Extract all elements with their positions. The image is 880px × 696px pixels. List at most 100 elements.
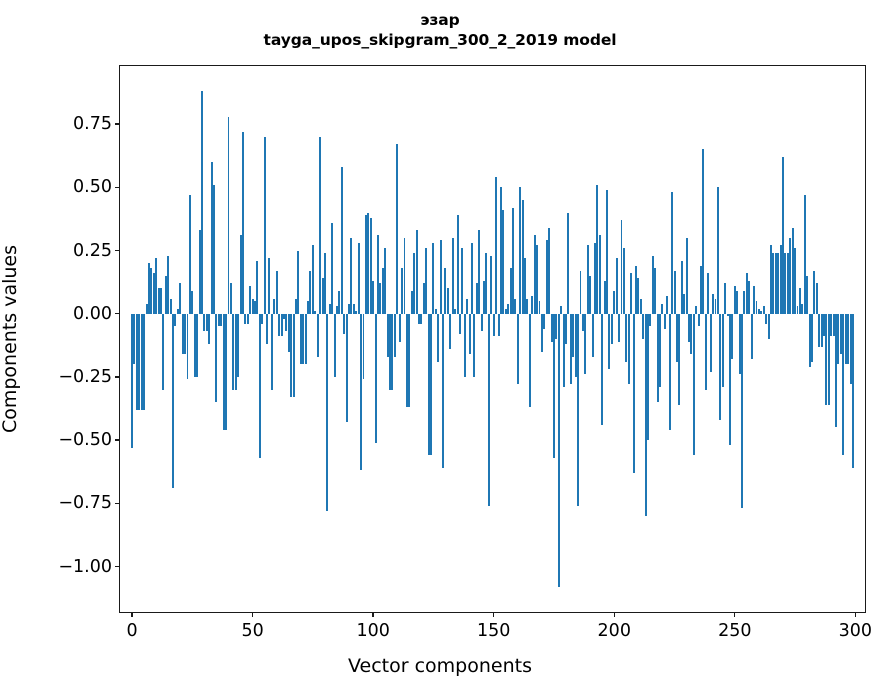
y-tick-mark [115, 123, 120, 125]
bar [319, 136, 322, 314]
bar [593, 242, 596, 314]
bar [483, 280, 486, 314]
bar [408, 313, 411, 408]
bar [393, 313, 396, 357]
bar [196, 313, 199, 377]
bar [569, 313, 572, 385]
bar [808, 313, 811, 367]
bar [803, 194, 806, 314]
bar [131, 313, 134, 448]
bar [632, 313, 635, 473]
bar [241, 131, 244, 314]
bar [743, 290, 746, 314]
bar [280, 313, 283, 337]
bar [543, 313, 546, 329]
bar [376, 235, 379, 314]
bar [227, 116, 230, 314]
bar [222, 313, 225, 430]
bar [299, 313, 302, 365]
bar [138, 313, 141, 410]
bar [581, 313, 584, 332]
bar [266, 313, 269, 345]
bar [270, 313, 273, 390]
bar [538, 301, 541, 314]
bar [818, 313, 821, 347]
bar [246, 313, 249, 324]
bar [772, 253, 775, 314]
bar [432, 242, 435, 314]
bar [519, 187, 522, 314]
bar [434, 308, 437, 314]
bar [254, 301, 256, 314]
bar [403, 237, 406, 314]
bar [656, 313, 659, 403]
bar [644, 313, 647, 516]
y-tick-mark [115, 439, 120, 441]
bar [815, 283, 818, 314]
bar [753, 285, 756, 314]
bar [350, 237, 353, 314]
bar [164, 275, 167, 314]
bars-container [120, 66, 865, 612]
bar [562, 313, 565, 388]
bar [757, 308, 760, 314]
bar [331, 222, 334, 314]
bar [745, 273, 748, 314]
x-tick-label: 0 [126, 621, 138, 641]
bar [552, 313, 555, 458]
bar [557, 313, 560, 587]
bar [613, 290, 616, 314]
bar [152, 273, 155, 314]
bar [738, 313, 741, 375]
bar [784, 253, 787, 314]
bar [369, 217, 372, 314]
bar [526, 298, 529, 314]
bar [468, 313, 471, 355]
bar [837, 313, 840, 365]
bar [323, 253, 326, 314]
bar [307, 301, 310, 314]
bar [391, 313, 394, 390]
bar [536, 245, 539, 314]
bar [314, 311, 317, 314]
bar [304, 313, 307, 365]
bar [685, 237, 688, 314]
bar [495, 177, 498, 314]
bar [663, 313, 666, 329]
bar [215, 313, 218, 403]
x-tick-mark [613, 612, 615, 617]
bar [343, 313, 346, 334]
y-axis-label: Components values [0, 244, 21, 434]
bar [531, 296, 534, 314]
chart-title: эзар tayga_upos_skipgram_300_2_2019 mode… [0, 10, 880, 50]
bar [449, 313, 452, 350]
bar [697, 313, 700, 327]
bar [844, 313, 847, 365]
bar [295, 298, 297, 314]
bar [159, 288, 162, 314]
bar [618, 313, 621, 342]
bar [372, 280, 375, 314]
chart-title-line-2: tayga_upos_skipgram_300_2_2019 model [263, 31, 617, 49]
bar [622, 248, 625, 314]
bar [825, 313, 828, 405]
x-tick-mark [854, 612, 856, 617]
bar [565, 313, 568, 345]
bar [668, 313, 671, 430]
bar [143, 313, 146, 410]
bar [731, 313, 734, 360]
bar [321, 278, 324, 314]
bar [398, 313, 401, 342]
y-tick-mark [115, 249, 120, 252]
x-tick-label: 250 [718, 621, 752, 641]
bar [639, 298, 642, 314]
bar [456, 215, 459, 314]
bar [384, 248, 387, 314]
bar [336, 306, 338, 314]
bar [480, 313, 483, 332]
bar [610, 313, 613, 345]
bar [478, 230, 481, 314]
y-tick-mark [115, 502, 120, 504]
bar [220, 313, 223, 327]
bar [630, 273, 633, 314]
